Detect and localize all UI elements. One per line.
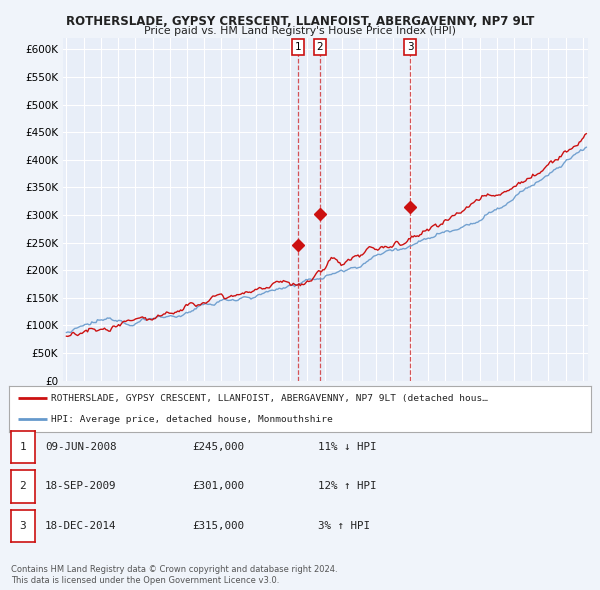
Text: £315,000: £315,000	[192, 521, 244, 531]
Text: HPI: Average price, detached house, Monmouthshire: HPI: Average price, detached house, Monm…	[51, 415, 332, 424]
Text: ROTHERSLADE, GYPSY CRESCENT, LLANFOIST, ABERGAVENNY, NP7 9LT: ROTHERSLADE, GYPSY CRESCENT, LLANFOIST, …	[66, 15, 534, 28]
Text: 3% ↑ HPI: 3% ↑ HPI	[318, 521, 370, 531]
Text: 18-SEP-2009: 18-SEP-2009	[45, 481, 116, 491]
Text: This data is licensed under the Open Government Licence v3.0.: This data is licensed under the Open Gov…	[11, 576, 279, 585]
Text: 2: 2	[317, 42, 323, 52]
Text: 3: 3	[19, 521, 26, 531]
Text: 11% ↓ HPI: 11% ↓ HPI	[318, 442, 377, 452]
Text: 3: 3	[407, 42, 413, 52]
Text: 1: 1	[19, 442, 26, 452]
Text: 12% ↑ HPI: 12% ↑ HPI	[318, 481, 377, 491]
Text: ROTHERSLADE, GYPSY CRESCENT, LLANFOIST, ABERGAVENNY, NP7 9LT (detached hous…: ROTHERSLADE, GYPSY CRESCENT, LLANFOIST, …	[51, 394, 488, 403]
Text: £245,000: £245,000	[192, 442, 244, 452]
Text: 18-DEC-2014: 18-DEC-2014	[45, 521, 116, 531]
Text: 1: 1	[295, 42, 301, 52]
Text: Contains HM Land Registry data © Crown copyright and database right 2024.: Contains HM Land Registry data © Crown c…	[11, 565, 337, 574]
Text: Price paid vs. HM Land Registry's House Price Index (HPI): Price paid vs. HM Land Registry's House …	[144, 26, 456, 35]
Text: 09-JUN-2008: 09-JUN-2008	[45, 442, 116, 452]
Text: £301,000: £301,000	[192, 481, 244, 491]
Text: 2: 2	[19, 481, 26, 491]
